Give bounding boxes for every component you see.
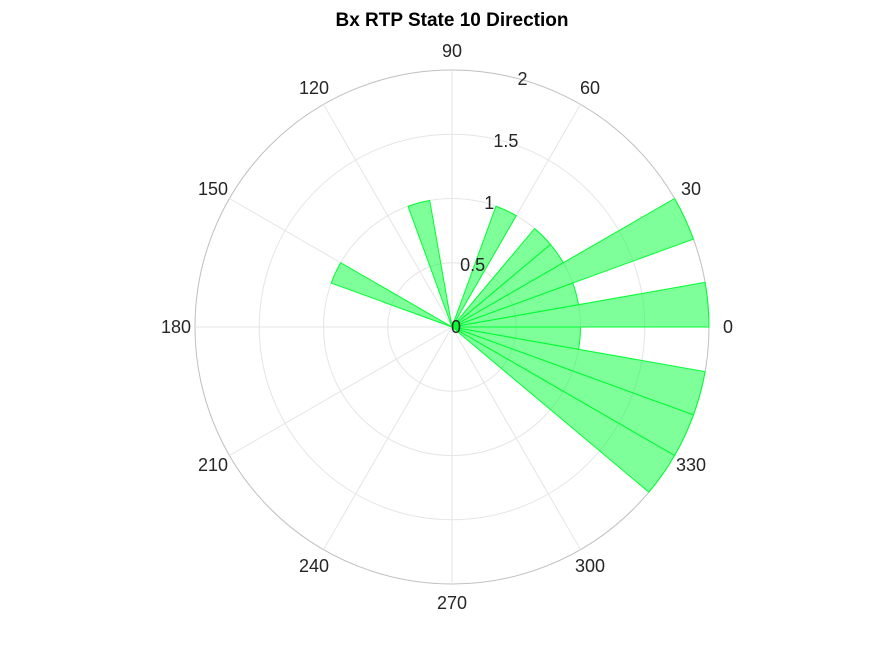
histogram-bar [407,199,453,328]
bars [330,197,710,493]
grid-spoke [229,326,453,456]
theta-tick-label: 240 [299,556,329,576]
histogram-bar [451,205,517,328]
histogram-bar [451,282,580,328]
histogram-bar [451,197,695,328]
theta-tick-label: 300 [575,556,605,576]
grid-spoke [323,104,453,328]
histogram-bar [330,262,453,328]
histogram-bar [451,227,552,328]
chart-title: Bx RTP State 10 Direction [335,10,568,31]
grid-spoke [323,326,453,550]
grid-spoke [451,326,581,550]
theta-tick-label: 210 [198,455,228,475]
r-tick-label: 2 [518,69,528,89]
theta-tick-label: 330 [676,455,706,475]
r-tick-label: 1.5 [493,131,518,151]
theta-tick-label: 60 [580,78,600,98]
theta-tick-label: 150 [198,179,228,199]
theta-tick-label: 0 [723,317,733,337]
r-tick-labels: 0 0.5 1 1.5 2 [451,69,528,337]
theta-tick-label: 180 [161,317,191,337]
theta-tick-label: 120 [299,78,329,98]
histogram-bar [451,326,706,416]
theta-tick-label: 90 [442,41,462,61]
theta-tick-label: 30 [681,179,701,199]
r-tick-label: 0 [451,317,461,337]
histogram-bar [451,326,582,350]
theta-tick-label: 270 [437,593,467,613]
r-tick-label: 0.5 [460,255,485,275]
r-tick-label: 1 [484,193,494,213]
